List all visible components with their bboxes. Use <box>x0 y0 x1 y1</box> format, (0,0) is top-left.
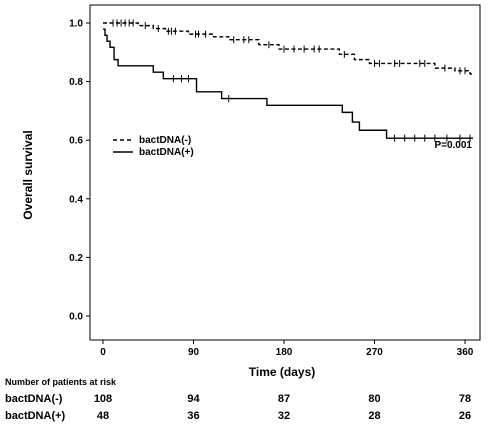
risk-value: 26 <box>459 410 471 422</box>
risk-row-label-negative: bactDNA(-) <box>5 393 63 405</box>
risk-value: 94 <box>187 393 200 405</box>
y-axis-title: Overall survival <box>21 130 35 219</box>
risk-value: 87 <box>278 393 290 405</box>
risk-value: 48 <box>97 410 109 422</box>
plot-frame <box>89 4 481 341</box>
y-tick-label: 0.2 <box>69 253 83 264</box>
x-tick-label: 90 <box>188 347 200 358</box>
y-tick-label: 0.0 <box>69 312 83 323</box>
y-tick-label: 0.4 <box>69 194 83 205</box>
series-line-negative <box>103 22 474 75</box>
x-tick-label: 270 <box>366 347 383 358</box>
p-value-annotation: P=0.001 <box>434 140 472 151</box>
risk-value: 36 <box>187 410 199 422</box>
risk-table: Number of patients at risk bactDNA(-) ba… <box>5 377 471 422</box>
x-axis-title: Time (days) <box>249 365 315 379</box>
risk-row-label-positive: bactDNA(+) <box>5 410 66 422</box>
x-tick-label: 180 <box>276 347 293 358</box>
legend: bactDNA(-) bactDNA(+) <box>113 135 194 158</box>
y-tick-label: 1.0 <box>69 19 83 30</box>
x-tick-label: 360 <box>457 347 474 358</box>
legend-label-positive: bactDNA(+) <box>139 147 194 158</box>
plot-area: 0.0 0.2 0.4 0.6 0.8 1.0 0 90 180 270 360 <box>69 4 481 358</box>
series-line-positive <box>103 28 474 139</box>
risk-value: 80 <box>368 393 380 405</box>
y-tick-label: 0.6 <box>69 136 83 147</box>
risk-value: 28 <box>368 410 380 422</box>
y-tick-label: 0.8 <box>69 77 83 88</box>
risk-value: 78 <box>459 393 471 405</box>
risk-value: 32 <box>278 410 290 422</box>
risk-table-title: Number of patients at risk <box>5 377 117 387</box>
x-tick-label: 0 <box>100 347 106 358</box>
legend-label-negative: bactDNA(-) <box>139 135 191 146</box>
risk-value: 108 <box>94 393 112 405</box>
